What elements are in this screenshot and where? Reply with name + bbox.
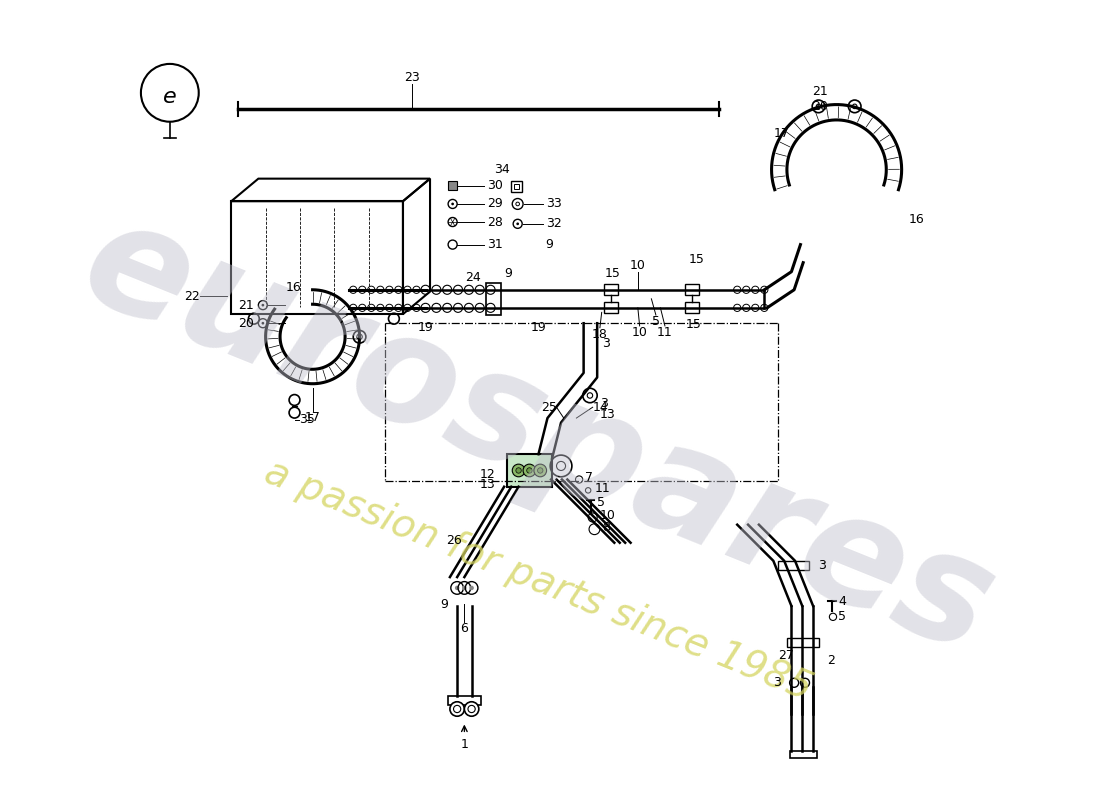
Bar — [507, 454, 552, 486]
Text: 31: 31 — [487, 238, 503, 251]
Circle shape — [524, 464, 536, 477]
Text: 1: 1 — [461, 738, 469, 751]
Text: 29: 29 — [487, 198, 503, 210]
Circle shape — [262, 322, 264, 325]
Text: 21: 21 — [238, 298, 254, 312]
Bar — [448, 182, 458, 190]
Text: 34: 34 — [494, 163, 510, 176]
Bar — [685, 302, 700, 314]
Circle shape — [262, 304, 264, 306]
Circle shape — [462, 586, 466, 590]
Text: 15: 15 — [689, 254, 704, 266]
Text: 21: 21 — [812, 85, 827, 98]
Text: 16: 16 — [286, 281, 301, 294]
Text: 9: 9 — [504, 267, 512, 280]
Text: 3: 3 — [600, 397, 608, 410]
Circle shape — [470, 586, 474, 590]
Text: 9: 9 — [546, 238, 553, 251]
Text: 33: 33 — [546, 198, 561, 210]
Text: 26: 26 — [446, 534, 462, 547]
Bar — [486, 282, 500, 315]
Text: 20: 20 — [238, 317, 254, 330]
Text: 19: 19 — [530, 322, 547, 334]
Text: 22: 22 — [184, 290, 199, 302]
Text: 30: 30 — [487, 179, 503, 192]
Bar — [604, 302, 618, 314]
Bar — [685, 284, 700, 295]
Circle shape — [534, 464, 547, 477]
Bar — [514, 184, 519, 190]
Text: 28: 28 — [487, 215, 503, 229]
Text: 5: 5 — [838, 610, 846, 623]
Text: 27: 27 — [778, 649, 794, 662]
Text: 3: 3 — [818, 559, 826, 572]
Text: 12: 12 — [480, 469, 495, 482]
Bar — [786, 638, 818, 646]
Text: a passion for parts since 1985: a passion for parts since 1985 — [260, 453, 817, 708]
Text: 13: 13 — [480, 478, 495, 491]
Text: 18: 18 — [592, 328, 608, 341]
Circle shape — [538, 468, 543, 473]
Text: 10: 10 — [600, 509, 616, 522]
Circle shape — [464, 702, 478, 716]
Text: 24: 24 — [465, 270, 482, 284]
Text: 35: 35 — [299, 414, 315, 426]
Text: eurospares: eurospares — [63, 186, 1014, 686]
Text: 25: 25 — [540, 401, 557, 414]
Text: 15: 15 — [686, 318, 702, 330]
Text: 23: 23 — [404, 70, 420, 84]
Text: 5: 5 — [597, 495, 605, 509]
Circle shape — [516, 222, 519, 225]
Text: 32: 32 — [546, 218, 561, 230]
Circle shape — [455, 586, 460, 590]
Text: 10: 10 — [631, 326, 648, 339]
Bar — [604, 284, 618, 295]
Text: 9: 9 — [440, 598, 448, 610]
Circle shape — [450, 702, 464, 716]
Bar — [512, 182, 522, 192]
Text: 10: 10 — [630, 258, 646, 272]
Text: e: e — [163, 87, 177, 107]
Text: 3: 3 — [772, 676, 781, 690]
Bar — [778, 561, 810, 570]
Text: 7: 7 — [585, 471, 593, 484]
Text: 5: 5 — [652, 315, 660, 328]
Text: 14: 14 — [593, 401, 608, 414]
Text: 19: 19 — [418, 322, 433, 334]
Text: 15: 15 — [605, 267, 620, 280]
Text: 17: 17 — [305, 411, 320, 424]
Text: 3: 3 — [602, 337, 609, 350]
Text: 11: 11 — [594, 482, 610, 495]
Bar — [790, 750, 816, 758]
Circle shape — [513, 464, 525, 477]
Text: 6: 6 — [461, 622, 469, 635]
Bar — [448, 696, 481, 706]
Text: 17: 17 — [773, 127, 789, 140]
Text: 8: 8 — [602, 521, 609, 534]
Circle shape — [527, 468, 532, 473]
Text: 11: 11 — [657, 326, 673, 339]
Text: 4: 4 — [838, 595, 846, 608]
Text: 13: 13 — [600, 408, 616, 421]
Text: 20: 20 — [812, 100, 827, 113]
Text: 2: 2 — [827, 654, 835, 666]
Circle shape — [516, 468, 521, 473]
Text: 16: 16 — [909, 213, 925, 226]
Circle shape — [451, 202, 454, 206]
